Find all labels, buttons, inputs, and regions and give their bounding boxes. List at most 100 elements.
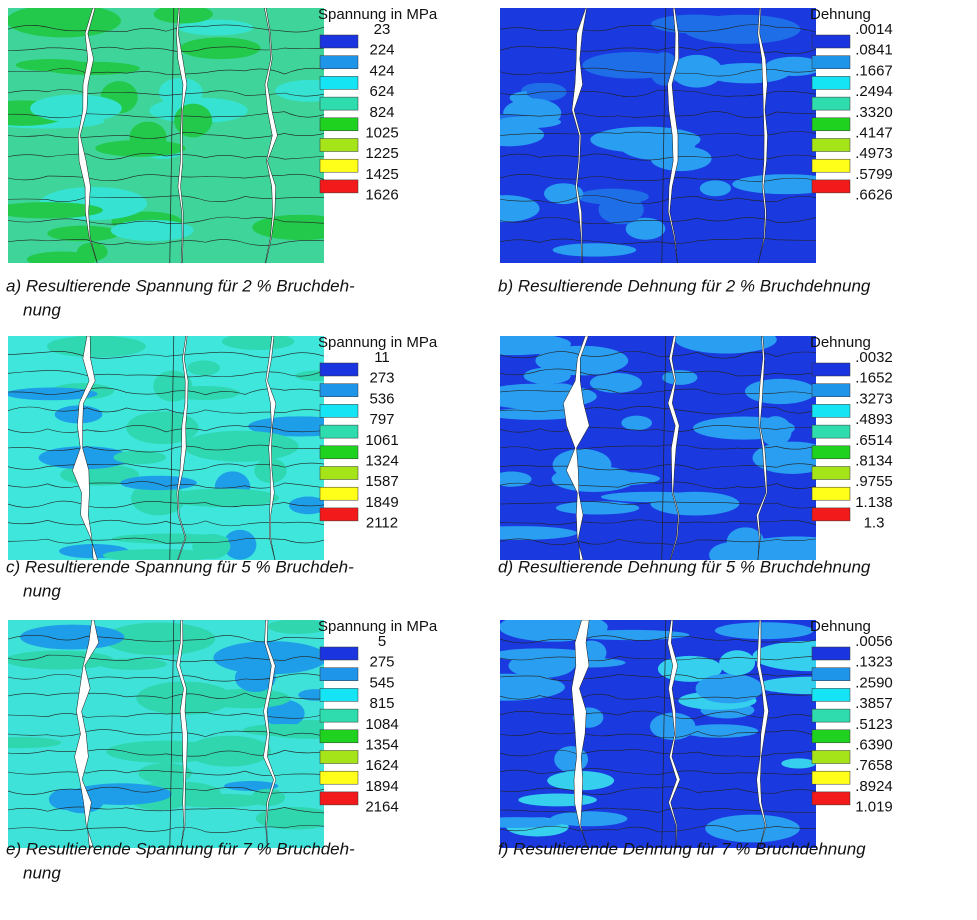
legend-label: .3857 xyxy=(855,695,893,712)
contour-patch xyxy=(222,336,295,350)
legend-title: Dehnung xyxy=(810,6,871,23)
caption: a) Resultierende Spannung für 2 % Bruchd… xyxy=(6,276,355,295)
grain-line xyxy=(8,729,324,737)
legend-swatch xyxy=(319,667,359,681)
grain-line xyxy=(500,749,816,757)
crack xyxy=(667,620,681,848)
legend-swatch xyxy=(319,179,359,194)
contour-patch xyxy=(8,387,98,401)
contour-fill xyxy=(8,336,324,560)
contour-patch xyxy=(621,415,653,431)
legend-label: .3320 xyxy=(855,104,893,121)
caption: nung xyxy=(23,863,61,882)
legend-label: 1025 xyxy=(365,124,398,141)
contour-patch xyxy=(752,441,816,474)
contour-patch xyxy=(242,723,324,737)
legend-swatch xyxy=(319,138,359,152)
contour-patch xyxy=(178,19,254,36)
crack xyxy=(571,620,590,848)
legend-label: 1225 xyxy=(365,145,398,162)
panel: Dehnung.0056 .1323 .2590 .3857 .5123 .6390 .76… xyxy=(498,618,893,859)
legend-swatch xyxy=(319,34,359,49)
contour-patch xyxy=(662,370,698,385)
contour-patch xyxy=(180,37,261,60)
contour-patch xyxy=(275,79,324,102)
grain-line xyxy=(8,370,324,378)
legend-swatch xyxy=(811,362,851,377)
contour-fill xyxy=(500,336,816,560)
contour-patch xyxy=(765,56,816,76)
legend-label: .0841 xyxy=(855,42,893,59)
contour-patch xyxy=(126,411,199,445)
legend-swatch xyxy=(811,96,851,111)
legend-swatch xyxy=(319,445,359,460)
contour-patch xyxy=(535,345,629,376)
contour-patch xyxy=(744,378,816,405)
panel: Dehnung.0032 .1652 .3273 .4893 .6514 .8134 .97… xyxy=(498,334,893,577)
legend-label: 1084 xyxy=(365,716,398,733)
grain-line xyxy=(8,350,324,359)
legend-label: 797 xyxy=(369,411,394,428)
legend-swatch xyxy=(811,34,851,49)
grain-line xyxy=(500,481,816,489)
legend-swatch xyxy=(319,404,359,418)
contour-patch xyxy=(192,533,231,559)
legend-swatch xyxy=(811,486,851,501)
contour-patch xyxy=(110,219,194,242)
crack xyxy=(667,336,680,560)
legend-swatch xyxy=(319,362,359,377)
grain-line xyxy=(500,406,816,415)
legend-label: .4973 xyxy=(855,145,893,162)
legend-label: .7658 xyxy=(855,757,893,774)
grain-line xyxy=(8,46,324,52)
contour-patch xyxy=(223,529,257,560)
legend-swatch xyxy=(811,750,851,764)
crack xyxy=(571,8,587,263)
contour-patch xyxy=(20,624,125,650)
legend-swatch xyxy=(319,466,359,480)
legend-label: 275 xyxy=(369,654,394,671)
contour-patch xyxy=(102,548,216,560)
contour-patch xyxy=(224,780,279,791)
contour-patch xyxy=(675,336,777,354)
legend-swatch xyxy=(811,404,851,418)
contour-patch xyxy=(500,471,532,487)
mid-line xyxy=(169,336,175,560)
legend-label: 1624 xyxy=(365,757,398,774)
contour-patch xyxy=(736,536,816,560)
grain-line xyxy=(8,444,324,453)
contour-patch xyxy=(263,699,305,728)
mid-line xyxy=(661,336,667,560)
contour-patch xyxy=(255,807,324,830)
panel: Dehnung.0014 .0841 .1667 .2494 .3320 .4147 .49… xyxy=(498,6,893,296)
legend-swatch xyxy=(811,791,851,806)
legend-label: 273 xyxy=(369,370,394,387)
legend-label: 5 xyxy=(378,633,386,650)
legend-label: 23 xyxy=(374,21,391,38)
legend-swatch xyxy=(319,750,359,764)
contour-patch xyxy=(99,658,167,670)
contour-patch xyxy=(166,488,280,508)
legend-label: 2112 xyxy=(366,515,398,532)
mid-line xyxy=(661,620,667,848)
legend-title: Spannung in MPa xyxy=(318,334,438,351)
grain-line xyxy=(500,673,816,681)
grain-line xyxy=(8,500,324,509)
legend-label: .2494 xyxy=(855,83,893,100)
legend-label: 536 xyxy=(369,390,394,407)
contour-fill xyxy=(500,620,816,848)
grain-line xyxy=(8,387,324,396)
legend-label: .9755 xyxy=(855,473,893,490)
contour-patch xyxy=(699,180,731,197)
contour-plot xyxy=(500,620,816,848)
grain-line xyxy=(500,368,816,377)
contour-patch xyxy=(8,8,121,38)
legend-label: 624 xyxy=(369,83,394,100)
grain-line xyxy=(8,692,324,700)
legend-label: 2164 xyxy=(365,799,398,816)
contour-patch xyxy=(120,475,197,491)
contour-patch xyxy=(719,650,756,676)
grain-line xyxy=(500,444,816,451)
contour-patch xyxy=(650,491,740,516)
contour-patch xyxy=(523,367,571,385)
